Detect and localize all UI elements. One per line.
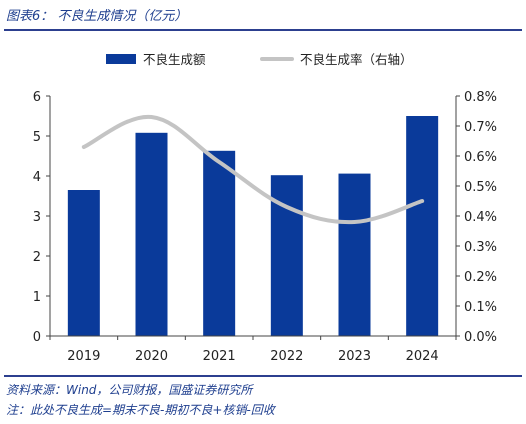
bar-2020 — [135, 132, 168, 336]
x-axis-tick-label: 2020 — [135, 349, 168, 364]
legend: 不良生成额 不良生成率（右轴） — [106, 52, 413, 67]
right-axis-tick-label: 0.0% — [464, 330, 497, 345]
bar-2024 — [406, 116, 439, 336]
legend-swatch-bars — [106, 54, 136, 64]
x-axis-tick-label: 2022 — [270, 349, 303, 364]
source-note: 资料来源：Wind，公司财报，国盛证券研究所 — [6, 383, 253, 397]
left-axis-tick-label: 3 — [33, 210, 41, 225]
bar-2023 — [338, 173, 371, 336]
left-axis: 0 1 2 3 4 5 6 — [33, 90, 51, 345]
legend-label-line: 不良生成率（右轴） — [300, 52, 413, 67]
right-axis-tick-label: 0.4% — [464, 210, 497, 225]
right-axis-tick-label: 0.7% — [464, 120, 497, 135]
x-axis: 2019 2020 2021 2022 2023 2024 — [49, 335, 457, 364]
bar-2021 — [203, 150, 236, 336]
x-axis-tick-label: 2023 — [338, 349, 371, 364]
legend-label-bars: 不良生成额 — [143, 52, 206, 67]
bars — [67, 116, 439, 336]
right-axis-tick-label: 0.6% — [464, 150, 497, 165]
left-axis-tick-label: 1 — [33, 290, 41, 305]
x-axis-tick-label: 2019 — [67, 349, 100, 364]
left-axis-tick-label: 2 — [33, 250, 41, 265]
remark-note: 注：此处不良生成=期末不良-期初不良+核销-回收 — [6, 403, 275, 417]
right-axis: 0.0% 0.1% 0.2% 0.3% 0.4% 0.5% 0.6% 0.7% 0.8% — [455, 90, 497, 345]
bar-2019 — [67, 190, 100, 336]
right-axis-tick-label: 0.5% — [464, 180, 497, 195]
right-axis-tick-label: 0.3% — [464, 240, 497, 255]
left-axis-tick-label: 6 — [33, 90, 41, 105]
right-axis-tick-label: 0.1% — [464, 300, 497, 315]
x-axis-tick-label: 2021 — [203, 349, 236, 364]
left-axis-tick-label: 0 — [33, 330, 41, 345]
line-series-path — [81, 114, 425, 225]
chart: 不良生成额 不良生成率（右轴） 0 1 2 3 4 5 6 0.0% 0.1% 0.2% 0.3%… — [33, 52, 497, 364]
bottom-rule — [4, 375, 522, 377]
figure-title: 图表6： 不良生成情况（亿元） — [6, 9, 188, 24]
line-series — [81, 114, 425, 225]
right-axis-tick-label: 0.2% — [464, 270, 497, 285]
left-axis-tick-label: 5 — [33, 130, 41, 145]
top-rule — [4, 29, 522, 31]
right-axis-tick-label: 0.8% — [464, 90, 497, 105]
x-axis-tick-label: 2024 — [406, 349, 439, 364]
left-axis-tick-label: 4 — [33, 170, 41, 185]
